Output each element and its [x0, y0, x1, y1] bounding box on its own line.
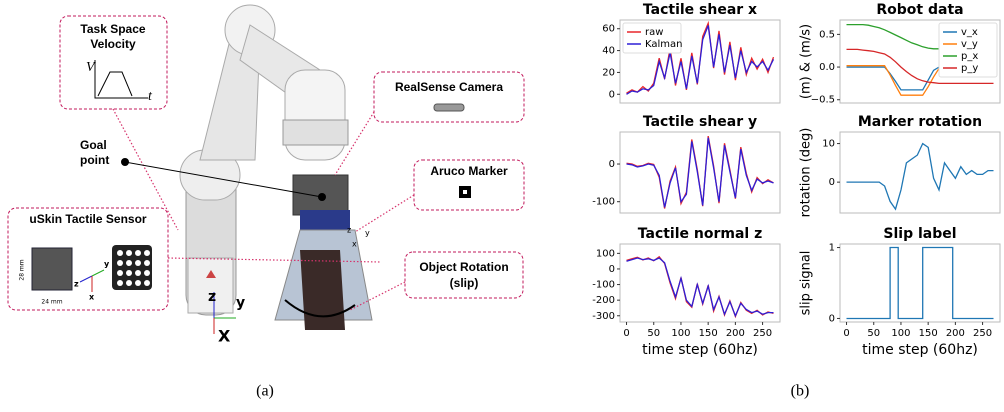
sensor-label: uSkin Tactile Sensor: [29, 212, 146, 226]
chart-title: Tactile shear x: [643, 2, 757, 18]
plot-frame: [839, 131, 1001, 214]
y-tick-label: 100: [596, 248, 615, 259]
x-tick-label: 100: [671, 328, 690, 339]
velocity-y: V: [86, 60, 96, 75]
sensor-frame: z: [74, 280, 79, 289]
y-tick-label: -200: [592, 295, 615, 306]
y-tick-label: −0.5: [811, 95, 835, 106]
y-tick-label: -300: [592, 311, 615, 322]
goal-label: Goal: [80, 138, 107, 152]
chart-title: Tactile normal z: [638, 226, 763, 242]
series-line: [626, 137, 774, 208]
marker-frame: x: [352, 240, 357, 249]
camera-box: [373, 71, 525, 123]
sensor-width: 24 mm: [41, 299, 62, 306]
legend-label: v_y: [961, 39, 978, 50]
y-tick-label: -100: [592, 280, 615, 291]
plot-frame: [839, 243, 1001, 323]
x-axis-label: time step (60hz): [642, 342, 758, 358]
base-frame: z: [208, 289, 216, 305]
velocity-profile: [97, 71, 133, 97]
legend-box: [622, 22, 682, 54]
x-tick-label: 150: [919, 328, 938, 339]
y-tick-label: 0: [829, 177, 835, 188]
series-line: [846, 142, 994, 211]
marker-box: [413, 159, 525, 211]
legend-label: v_x: [961, 27, 978, 38]
goal-label: point: [80, 153, 109, 167]
rotation-label: Object Rotation: [419, 260, 508, 274]
series-line: [846, 246, 994, 320]
caption-a: (a): [256, 383, 274, 400]
x-tick-label: 200: [726, 328, 745, 339]
rotation-box: [404, 251, 524, 299]
y-axis-label: slip signal: [799, 251, 814, 316]
y-tick-label: 60: [602, 24, 615, 35]
legend-label: p_y: [961, 63, 978, 74]
velocity-x: t: [148, 89, 153, 104]
plot-frame: [619, 131, 781, 214]
legend-label: Kalman: [645, 39, 683, 50]
y-tick-label: 20: [602, 67, 615, 78]
velocity-title: Velocity: [90, 37, 136, 51]
x-tick-label: 150: [699, 328, 718, 339]
y-axis-label: (m) & (m/s): [799, 24, 814, 99]
x-tick-label: 50: [867, 328, 880, 339]
robot: [179, 4, 373, 334]
x-tick-label: 50: [647, 328, 660, 339]
marker-frame: z: [347, 226, 351, 235]
chart-title: Slip label: [883, 226, 956, 242]
chart-title: Tactile shear y: [643, 114, 757, 130]
y-tick-label: 0.0: [819, 62, 835, 73]
legend-label: raw: [645, 27, 663, 38]
sensor-height: 28 mm: [19, 259, 26, 280]
x-tick-label: 200: [946, 328, 965, 339]
y-tick-label: 10: [822, 139, 835, 150]
rotation-label: (slip): [450, 276, 479, 290]
sensor-frame: x: [89, 293, 95, 302]
marker-frame: y: [365, 229, 370, 238]
series-line: [626, 25, 775, 95]
x-tick-label: 250: [753, 328, 772, 339]
y-tick-label: 0: [829, 313, 835, 324]
x-tick-label: 100: [891, 328, 910, 339]
sensor-frame: y: [104, 260, 110, 269]
y-tick-label: 0.5: [819, 29, 835, 40]
chart-title: Marker rotation: [858, 114, 982, 130]
legend-box: [938, 22, 998, 78]
velocity-box: [59, 15, 168, 110]
x-axis-label: time step (60hz): [862, 342, 978, 358]
base-frame: y: [236, 295, 245, 311]
legend-label: p_x: [961, 51, 978, 62]
series-line: [626, 257, 774, 318]
marker-label: Aruco Marker: [430, 164, 508, 178]
velocity-title: Task Space: [80, 22, 145, 36]
x-tick-label: 250: [973, 328, 992, 339]
y-tick-label: 40: [602, 46, 615, 57]
plot-frame: [619, 243, 781, 323]
chart-title: Robot data: [876, 2, 963, 18]
series-line: [846, 48, 994, 85]
y-tick-label: -100: [592, 197, 615, 208]
y-tick-label: 0: [609, 89, 615, 100]
x-tick-label: 0: [623, 328, 629, 339]
base-frame: X: [218, 327, 231, 346]
camera-label: RealSense Camera: [395, 80, 503, 94]
y-tick-label: 0: [609, 159, 615, 170]
velocity-axes: [94, 60, 148, 99]
y-tick-label: 1: [829, 243, 835, 254]
caption-b: (b): [791, 383, 810, 400]
x-tick-label: 0: [843, 328, 849, 339]
y-axis-label: rotation (deg): [799, 128, 814, 218]
y-tick-label: 0: [609, 264, 615, 275]
